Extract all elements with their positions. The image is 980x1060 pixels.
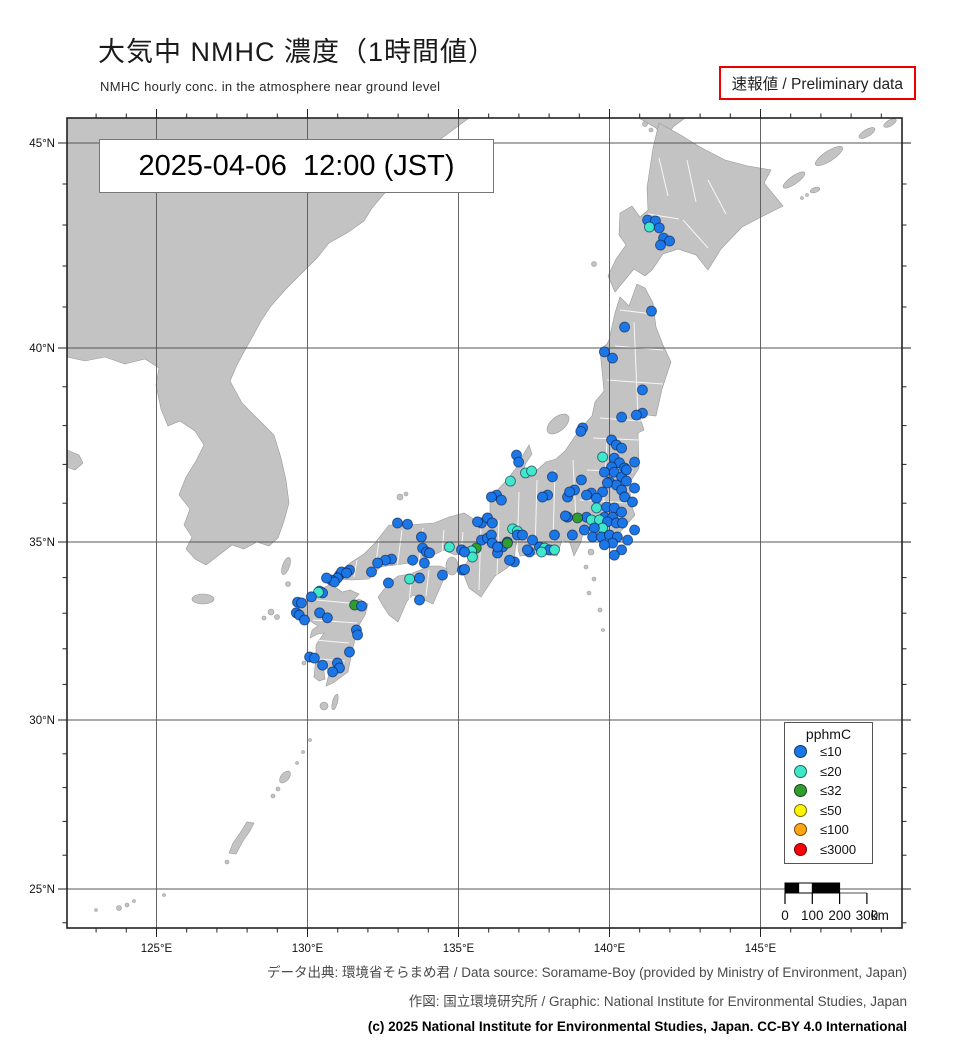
sado-island [544,410,573,437]
map-canvas: 125°E130°E135°E140°E145°E45°N40°N35°N30°… [67,118,902,928]
legend-dot-icon [794,765,807,778]
legend-label: ≤32 [820,783,842,798]
okinawa-island [229,822,254,854]
footer-copyright: (c) 2025 National Institute for Environm… [368,1019,907,1034]
awaji-island [446,557,458,575]
legend-item: ≤10 [785,742,872,762]
y-axis-tick-label: 40°N [29,343,55,355]
legend-item: ≤50 [785,801,872,821]
legend-dot-icon [794,804,807,817]
legend-label: ≤10 [820,744,842,759]
legend-item: ≤3000 [785,840,872,860]
yakushima [320,702,328,710]
legend-label: ≤20 [820,764,842,779]
legend-dot-icon [794,745,807,758]
legend-dot-icon [794,784,807,797]
legend-dot-icon [794,843,807,856]
amami-island [277,769,292,785]
y-axis-tick-label: 35°N [29,537,55,549]
footer-data-source: データ出典: 環境省そらまめ君 / Data source: Soramame-… [267,961,907,981]
x-axis-tick-label: 135°E [443,943,475,955]
y-axis-tick-label: 45°N [29,138,55,150]
legend-label: ≤3000 [820,842,856,857]
y-axis-tick-label: 25°N [29,884,55,896]
legend-item: ≤100 [785,820,872,840]
legend: pphmC ≤10 ≤20 ≤32 ≤50 ≤100 ≤3000 [784,722,873,864]
shandong-tip [67,450,83,470]
footer-graphic-credit: 作図: 国立環境研究所 / Graphic: National Institut… [409,990,907,1010]
tsushima-island [280,556,293,575]
jeju-island [192,594,214,604]
kuril-kunashiri [781,169,807,190]
legend-title: pphmC [785,726,872,742]
x-axis-tick-label: 130°E [292,943,324,955]
hokkaido [608,123,783,292]
scale-bar-unit: km [871,908,889,923]
preliminary-data-badge: 速報値 / Preliminary data [719,66,916,100]
legend-label: ≤100 [820,822,849,837]
map-figure: 125°E130°E135°E140°E145°E45°N40°N35°N30°… [67,118,902,928]
scale-bar-label: 200 [828,908,851,923]
kuril-etorofu [813,143,845,169]
scale-bar-label: 100 [801,908,824,923]
x-axis-tick-label: 125°E [141,943,173,955]
tanegashima [331,694,340,711]
x-axis-tick-label: 145°E [745,943,777,955]
page-subtitle: NMHC hourly conc. in the atmosphere near… [100,79,440,94]
legend-dot-icon [794,823,807,836]
x-axis-tick-label: 140°E [594,943,626,955]
legend-item: ≤20 [785,762,872,782]
legend-label: ≤50 [820,803,842,818]
timestamp-box: 2025-04-06 12:00 (JST) [99,139,494,193]
scale-bar-label: 0 [781,908,789,923]
legend-item: ≤32 [785,781,872,801]
y-axis-tick-label: 30°N [29,715,55,727]
land-coastlines [67,117,898,912]
page-root: 大気中 NMHC 濃度（1時間値） NMHC hourly conc. in t… [0,0,980,1060]
page-title: 大気中 NMHC 濃度（1時間値） [98,30,496,69]
